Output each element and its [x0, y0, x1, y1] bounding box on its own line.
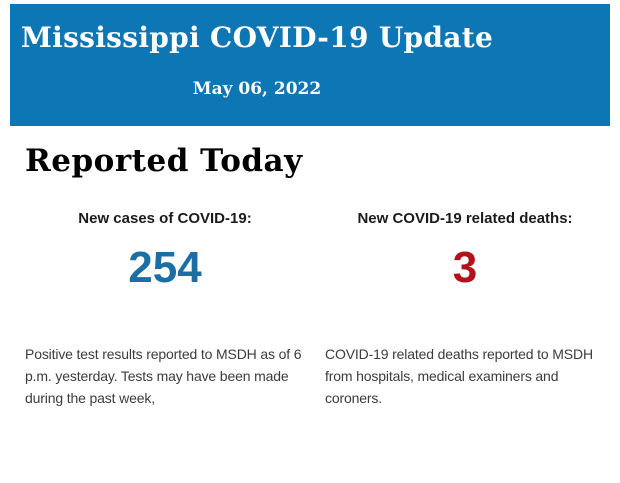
new-cases-value: 254	[128, 243, 202, 292]
stat-new-deaths: New COVID-19 related deaths: 3 COVID-19 …	[325, 209, 605, 409]
stat-new-cases: New cases of COVID-19: 254 Positive test…	[25, 209, 305, 409]
header-banner: Mississippi COVID-19 Update May 06, 2022	[10, 4, 610, 126]
section-title: Reported Today	[25, 143, 303, 179]
report-body: Reported Today New cases of COVID-19: 25…	[0, 142, 620, 409]
header-banner-content: Mississippi COVID-19 Update May 06, 2022	[10, 4, 610, 100]
covid-update-card: Mississippi COVID-19 Update May 06, 2022…	[0, 4, 620, 483]
new-cases-label: New cases of COVID-19:	[78, 210, 252, 227]
new-deaths-value: 3	[452, 243, 478, 292]
new-cases-description: Positive test results reported to MSDH a…	[25, 346, 302, 406]
stats-grid: New cases of COVID-19: 254 Positive test…	[25, 209, 595, 409]
new-deaths-description: COVID-19 related deaths reported to MSDH…	[325, 346, 593, 406]
report-date: May 06, 2022	[192, 79, 322, 99]
page-title: Mississippi COVID-19 Update	[20, 21, 494, 54]
new-deaths-label: New COVID-19 related deaths:	[357, 210, 573, 227]
